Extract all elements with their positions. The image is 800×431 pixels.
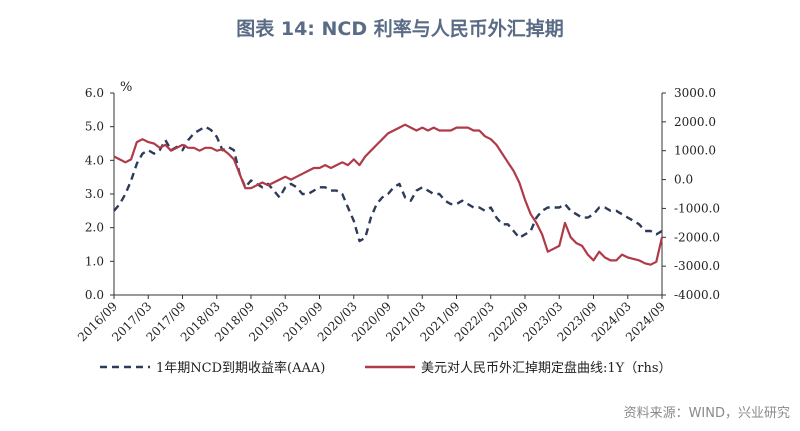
left-tick-label: 4.0 [85, 153, 104, 167]
right-tick-label: 2000.0 [674, 115, 716, 129]
legend: 1年期NCD到期收益率(AAA) 美元对人民币外汇掉期定盘曲线:1Y（rhs） [100, 360, 672, 376]
left-tick-label: 2.0 [85, 221, 104, 235]
right-tick-label: -2000.0 [674, 230, 720, 244]
source-note: 资料来源：WIND，兴业研究 [623, 406, 790, 421]
axes: % 6.0 5.0 4.0 3.0 2.0 1.0 0.0 3000.0 2000.0 1000.0… [75, 80, 720, 344]
series-line-2 [113, 123, 664, 266]
left-tick-label: 5.0 [85, 120, 104, 134]
right-tick-label: -3000.0 [674, 259, 720, 273]
left-tick-label: 1.0 [85, 254, 104, 268]
legend-label-1: 1年期NCD到期收益率(AAA) [156, 360, 325, 376]
right-tick-label: 3000.0 [674, 86, 716, 100]
legend-label-2: 美元对人民币外汇掉期定盘曲线:1Y（rhs） [421, 360, 672, 376]
left-tick-label: 3.0 [85, 187, 104, 201]
right-tick-label: -4000.0 [674, 288, 720, 302]
left-tick-label: 0.0 [85, 288, 104, 302]
right-tick-label: 0.0 [674, 173, 693, 187]
series-lines [113, 123, 664, 266]
right-tick-label: 1000.0 [674, 144, 716, 158]
left-axis-unit: % [120, 80, 132, 95]
chart-title: 图表 14: NCD 利率与人民币外汇掉期 [236, 18, 564, 40]
right-tick-label: -1000.0 [674, 201, 720, 215]
series-line-1 [113, 125, 663, 243]
left-tick-label: 6.0 [85, 86, 104, 100]
